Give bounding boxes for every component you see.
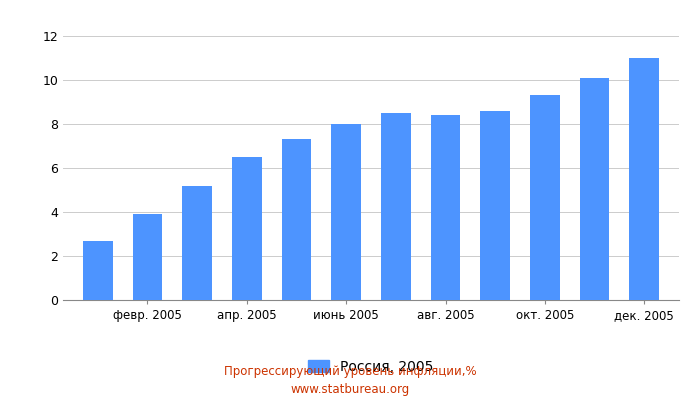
Bar: [132, 214, 162, 300]
Bar: [232, 157, 262, 300]
Bar: [182, 186, 212, 300]
Bar: [381, 113, 411, 300]
Bar: [331, 124, 361, 300]
Bar: [580, 78, 610, 300]
Text: Прогрессирующий уровень инфляции,%: Прогрессирующий уровень инфляции,%: [224, 366, 476, 378]
Text: www.statbureau.org: www.statbureau.org: [290, 384, 410, 396]
Bar: [530, 95, 560, 300]
Legend: Россия, 2005: Россия, 2005: [303, 354, 439, 380]
Bar: [430, 115, 461, 300]
Bar: [629, 58, 659, 300]
Bar: [480, 111, 510, 300]
Bar: [83, 240, 113, 300]
Bar: [281, 139, 312, 300]
